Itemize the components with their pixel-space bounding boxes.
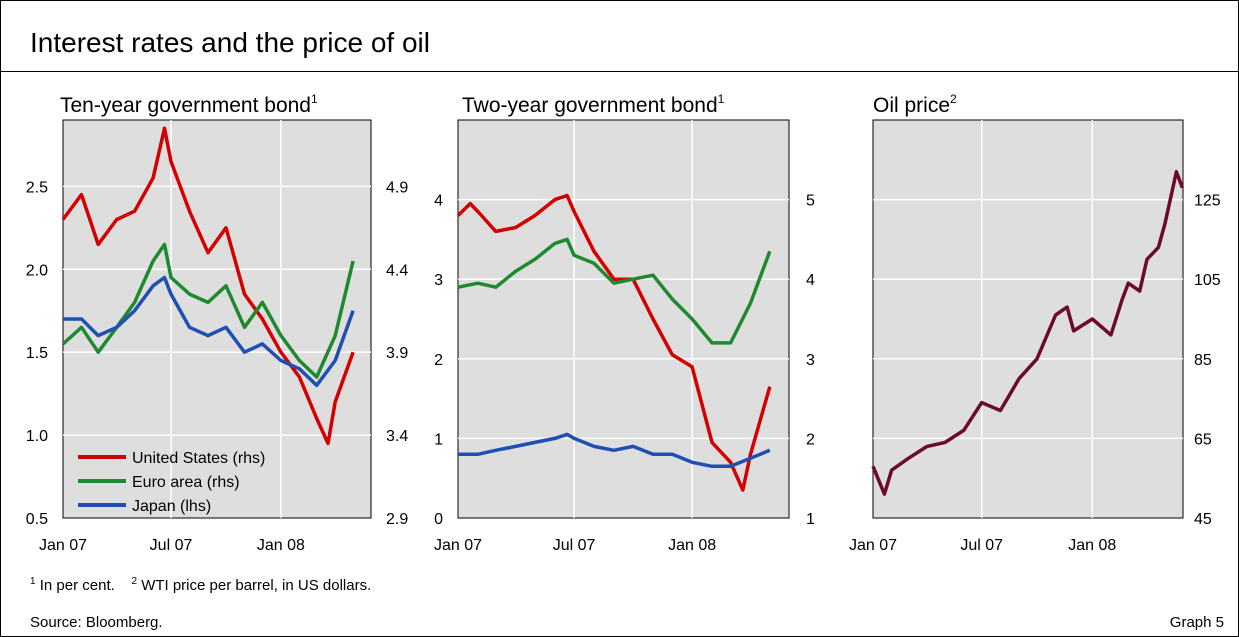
- y-tick-label-right: 65: [1194, 431, 1212, 448]
- source-note: Source: Bloomberg.: [30, 614, 163, 631]
- series-line-oil: [871, 169, 1185, 496]
- y-tick-label-right: 1: [806, 511, 815, 528]
- y-tick-label-right: 3.4: [386, 428, 408, 445]
- y-tick-label-right: 45: [1194, 511, 1212, 528]
- panel-two-year: Two-year government bond1 Jan 07 Jul 07 Ja…: [434, 92, 815, 554]
- y-tick-label-left: 2: [434, 352, 443, 369]
- plot-area: [457, 119, 790, 519]
- series-line-japan: [458, 432, 771, 469]
- legend-label-euro: Euro area (rhs): [132, 474, 240, 491]
- y-tick-label-right: 2: [806, 431, 815, 448]
- panel-ten-year: Ten-year government bond1 Jan 07 Jul 07 Ja…: [26, 92, 409, 554]
- y-tick-label-right: 3: [806, 352, 815, 369]
- graph-number: Graph 5: [1169, 614, 1224, 631]
- x-tick-label: Jan 08: [668, 537, 716, 554]
- charts-canvas: Ten-year government bond1 Jan 07 Jul 07 Ja…: [26, 92, 1221, 554]
- y-tick-label-left: 1: [434, 431, 443, 448]
- page-title: Interest rates and the price of oil: [30, 27, 430, 58]
- y-tick-label-right: 4.9: [386, 179, 408, 196]
- y-tick-label-right: 3.9: [386, 345, 408, 362]
- panel-oil-marks: Jan 07 Jul 07 Jan 08 45 65 85 105 125: [849, 120, 1221, 554]
- x-tick-label: Jul 07: [960, 537, 1003, 554]
- panel-title: Oil price2: [873, 92, 957, 117]
- series-line-euro: [457, 237, 772, 345]
- x-tick-label: Jan 08: [257, 537, 305, 554]
- title-divider: [0, 71, 1239, 72]
- footnotes: 1 In per cent. 2 WTI price per barrel, i…: [30, 576, 371, 594]
- legend-label-japan: Japan (lhs): [132, 498, 211, 515]
- footnote-1-mark: 1: [30, 576, 36, 587]
- series-line-us: [456, 193, 772, 492]
- footnote-1-text: In per cent.: [39, 577, 115, 594]
- y-tick-label-left: 1.5: [26, 345, 48, 362]
- x-tick-label: Jan 08: [1068, 537, 1116, 554]
- series-line-euro: [61, 242, 355, 379]
- y-tick-label-right: 105: [1194, 272, 1221, 289]
- x-tick-label: Jul 07: [553, 537, 596, 554]
- panel-two-year-marks: Jan 07 Jul 07 Jan 08 0 1 2 3 4 1 2 3 4 5: [434, 120, 815, 554]
- y-tick-label-right: 85: [1194, 352, 1212, 369]
- x-tick-label: Jan 07: [39, 537, 87, 554]
- y-tick-label-left: 1.0: [26, 428, 48, 445]
- plot-area: [872, 119, 1184, 519]
- panel-title: Ten-year government bond1: [60, 92, 318, 117]
- x-tick-label: Jan 07: [434, 537, 482, 554]
- x-tick-label: Jul 07: [150, 537, 193, 554]
- x-tick-label: Jan 07: [849, 537, 897, 554]
- legend: United States (rhs) Euro area (rhs) Japa…: [78, 450, 265, 515]
- y-tick-label-left: 2.5: [26, 179, 48, 196]
- series-line-us: [61, 126, 355, 446]
- y-tick-label-left: 0.5: [26, 511, 48, 528]
- y-tick-label-left: 3: [434, 272, 443, 289]
- y-tick-label-right: 4.4: [386, 262, 408, 279]
- y-tick-label-left: 4: [434, 193, 443, 210]
- footnote-2-mark: 2: [131, 576, 138, 587]
- legend-label-us: United States (rhs): [132, 450, 265, 467]
- footnote-2-text: WTI price per barrel, in US dollars.: [141, 577, 372, 594]
- y-tick-label-right: 125: [1194, 193, 1221, 210]
- y-tick-label-left: 0: [434, 511, 443, 528]
- panel-oil: Oil price2 Jan 07 Jul 07 Jan 08 45 65 85 105 12…: [849, 92, 1221, 554]
- series-line-japan: [63, 275, 355, 388]
- y-tick-label-right: 5: [806, 193, 815, 210]
- y-tick-label-right: 4: [806, 272, 815, 289]
- panel-ten-year-marks: Jan 07 Jul 07 Jan 08 0.5 1.0 1.5 2.0 2.5 2.9 3.4 3…: [26, 120, 408, 554]
- panel-title: Two-year government bond1: [462, 92, 725, 117]
- y-tick-label-right: 2.9: [386, 511, 408, 528]
- y-tick-label-left: 2.0: [26, 262, 48, 279]
